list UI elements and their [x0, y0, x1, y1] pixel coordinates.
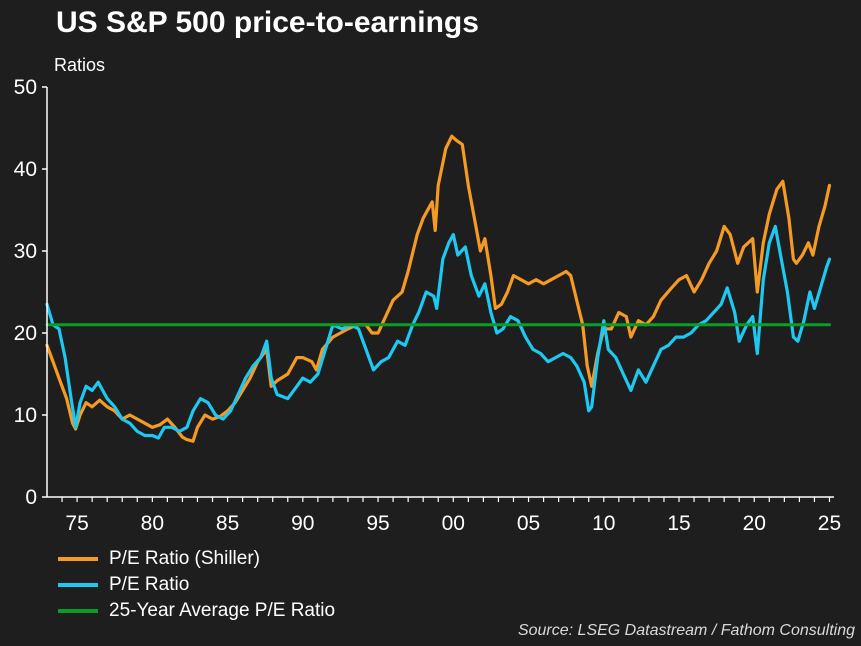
y-axis-unit-label: Ratios — [54, 55, 106, 75]
y-tick-label: 10 — [14, 404, 37, 427]
legend-swatch — [58, 557, 98, 561]
x-tick-label: 10 — [592, 512, 615, 535]
x-tick-label: 95 — [366, 512, 389, 535]
x-tick-label: 15 — [667, 512, 690, 535]
legend-swatch — [58, 609, 98, 613]
legend-item: P/E Ratio (Shiller) — [58, 546, 335, 572]
x-tick-label: 25 — [818, 512, 841, 535]
legend-swatch — [58, 583, 98, 587]
x-tick-label: 90 — [291, 512, 314, 535]
x-tick-label: 80 — [141, 512, 164, 535]
x-tick-label: 20 — [743, 512, 766, 535]
chart-title: US S&P 500 price-to-earnings — [56, 6, 479, 39]
legend-item: P/E Ratio — [58, 572, 335, 598]
y-tick-label: 50 — [14, 76, 37, 99]
axes — [42, 86, 834, 502]
plot-lines — [45, 134, 832, 443]
legend: P/E Ratio (Shiller) P/E Ratio 25-Year Aver… — [58, 546, 335, 624]
legend-label: 25-Year Average P/E Ratio — [109, 600, 336, 621]
x-tick-label: 00 — [442, 512, 465, 535]
tick-labels: 0 10 20 30 40 50 75 80 85 90 95 00 05 10 15 20 25 — [14, 76, 842, 535]
legend-label: P/E Ratio (Shiller) — [109, 548, 260, 569]
x-tick-label: 85 — [216, 512, 239, 535]
series-line-2 — [45, 224, 832, 440]
y-tick-label: 30 — [14, 240, 37, 263]
y-tick-label: 20 — [14, 322, 37, 345]
y-tick-label: 0 — [25, 486, 37, 509]
legend-label: P/E Ratio — [109, 574, 190, 595]
x-tick-label: 75 — [65, 512, 88, 535]
legend-item: 25-Year Average P/E Ratio — [58, 598, 335, 624]
source-note: Source: LSEG Datastream / Fathom Consult… — [517, 622, 855, 639]
y-tick-label: 40 — [14, 158, 37, 181]
x-tick-label: 05 — [517, 512, 540, 535]
